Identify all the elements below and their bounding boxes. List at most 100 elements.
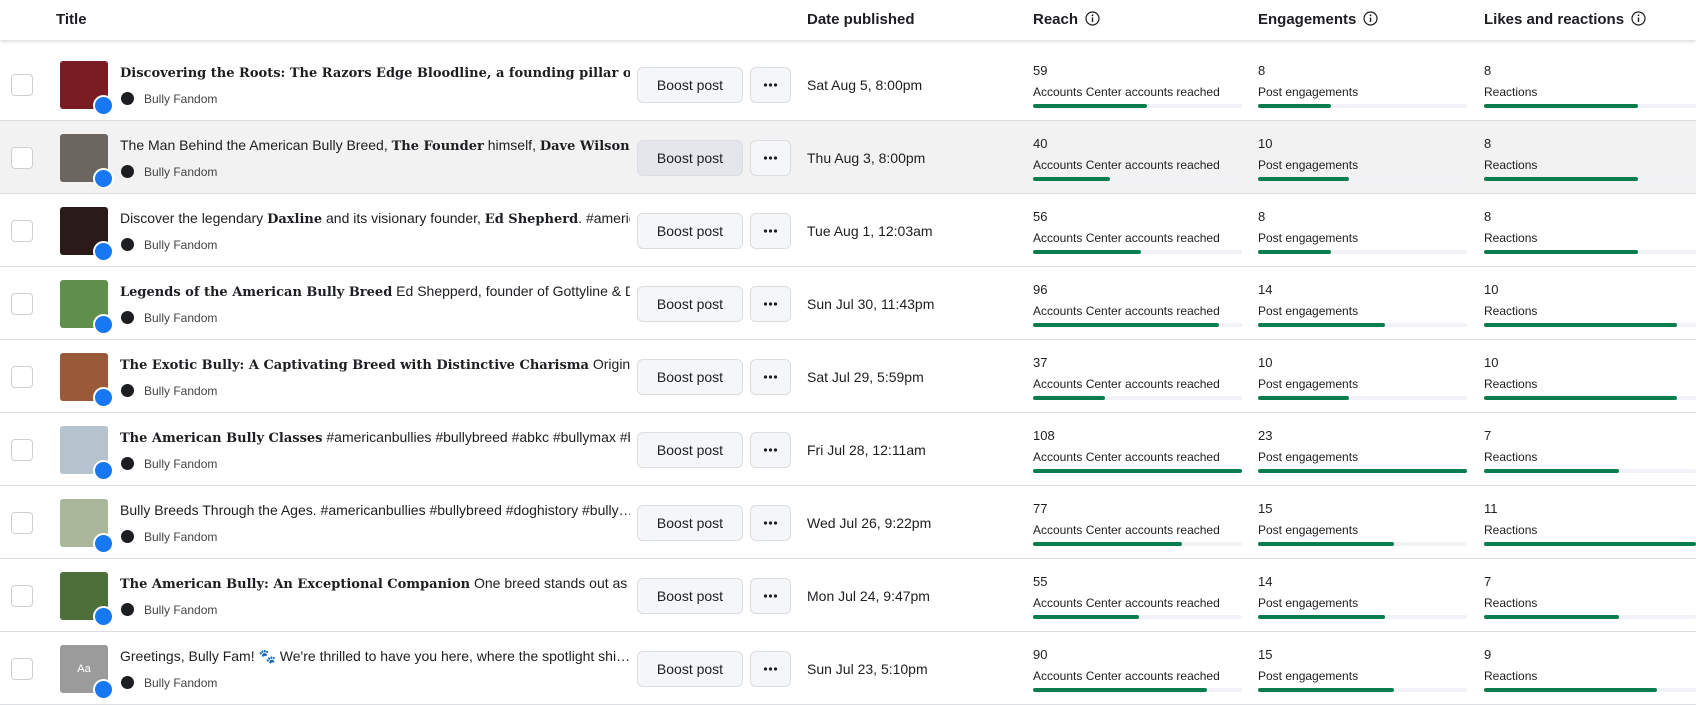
reactions-bar — [1484, 688, 1657, 692]
reactions-label: Reactions — [1484, 158, 1537, 172]
more-icon — [751, 579, 790, 613]
column-header[interactable]: Engagements — [1258, 11, 1378, 28]
reactions-track — [1484, 396, 1696, 400]
reactions-value: 8 — [1484, 136, 1491, 151]
reach-label: Accounts Center accounts reached — [1033, 523, 1220, 537]
engagements-track — [1258, 323, 1467, 327]
more-button[interactable] — [750, 359, 791, 395]
facebook-badge — [93, 387, 114, 408]
boost-post-button[interactable]: Boost post — [637, 286, 743, 322]
column-title: Reach — [1033, 11, 1078, 28]
reactions-track — [1484, 615, 1696, 619]
engagements-track — [1258, 542, 1467, 546]
reactions-value: 7 — [1484, 574, 1491, 589]
post-title[interactable]: Discover the legendary Daxline and its v… — [120, 210, 630, 227]
reactions-label: Reactions — [1484, 377, 1537, 391]
post-title[interactable]: The Exotic Bully: A Captivating Breed wi… — [120, 356, 630, 373]
post-title[interactable]: The American Bully Classes #americanbull… — [120, 429, 630, 446]
engagements-value: 8 — [1258, 209, 1265, 224]
more-icon — [751, 287, 790, 321]
facebook-badge — [93, 314, 114, 335]
boost-post-button[interactable]: Boost post — [637, 359, 743, 395]
page-name: Bully Fandom — [144, 676, 217, 690]
column-title: Date published — [807, 11, 915, 28]
title-segment: The American Bully: An Exceptional Compa… — [120, 577, 470, 592]
checkbox[interactable] — [11, 293, 33, 315]
reactions-track — [1484, 542, 1696, 546]
title-segment: The American Bully Classes — [120, 431, 322, 446]
reactions-value: 10 — [1484, 355, 1498, 370]
boost-post-button[interactable]: Boost post — [637, 67, 743, 103]
engagements-label: Post engagements — [1258, 85, 1358, 99]
post-title[interactable]: Greetings, Bully Fam! 🐾 We're thrilled t… — [120, 648, 630, 665]
post-title[interactable]: The Man Behind the American Bully Breed,… — [120, 137, 630, 154]
reach-bar — [1033, 469, 1242, 473]
table-row: The American Bully: An Exceptional Compa… — [0, 559, 1696, 632]
boost-post-button[interactable]: Boost post — [637, 505, 743, 541]
more-icon — [751, 433, 790, 467]
reach-value: 40 — [1033, 136, 1047, 151]
engagements-value: 8 — [1258, 63, 1265, 78]
date-published: Sun Jul 23, 5:10pm — [807, 661, 928, 677]
column-header[interactable]: Title — [56, 11, 87, 28]
checkbox[interactable] — [11, 74, 33, 96]
info-icon[interactable] — [1631, 11, 1646, 26]
boost-post-button[interactable]: Boost post — [637, 140, 743, 176]
post-title[interactable]: Discovering the Roots: The Razors Edge B… — [120, 64, 630, 81]
checkbox[interactable] — [11, 147, 33, 169]
facebook-badge — [93, 241, 114, 262]
checkbox[interactable] — [11, 439, 33, 461]
boost-post-button[interactable]: Boost post — [637, 651, 743, 687]
date-published: Thu Aug 3, 8:00pm — [807, 150, 925, 166]
more-button[interactable] — [750, 651, 791, 687]
engagements-label: Post engagements — [1258, 523, 1358, 537]
table-row: Discover the legendary Daxline and its v… — [0, 194, 1696, 267]
more-button[interactable] — [750, 505, 791, 541]
column-header[interactable]: Likes and reactions — [1484, 11, 1646, 28]
reach-label: Accounts Center accounts reached — [1033, 158, 1220, 172]
title-segment: One breed stands out as an … — [470, 575, 630, 591]
engagements-value: 10 — [1258, 136, 1272, 151]
engagements-bar — [1258, 688, 1394, 692]
checkbox[interactable] — [11, 512, 33, 534]
more-button[interactable] — [750, 286, 791, 322]
title-segment: Legends of the American Bully Breed — [120, 285, 392, 300]
date-published: Sat Jul 29, 5:59pm — [807, 369, 924, 385]
reach-label: Accounts Center accounts reached — [1033, 304, 1220, 318]
more-button[interactable] — [750, 578, 791, 614]
column-header[interactable]: Date published — [807, 11, 915, 28]
info-icon[interactable] — [1363, 11, 1378, 26]
reactions-track — [1484, 104, 1696, 108]
checkbox[interactable] — [11, 220, 33, 242]
boost-post-button[interactable]: Boost post — [637, 578, 743, 614]
engagements-value: 15 — [1258, 647, 1272, 662]
column-header[interactable]: Reach — [1033, 11, 1100, 28]
post-title[interactable]: The American Bully: An Exceptional Compa… — [120, 575, 630, 592]
reactions-value: 11 — [1484, 501, 1498, 516]
checkbox[interactable] — [11, 658, 33, 680]
reach-value: 55 — [1033, 574, 1047, 589]
reach-value: 56 — [1033, 209, 1047, 224]
engagements-value: 14 — [1258, 282, 1272, 297]
table-row: The American Bully Classes #americanbull… — [0, 413, 1696, 486]
reactions-bar — [1484, 104, 1638, 108]
checkbox[interactable] — [11, 366, 33, 388]
more-button[interactable] — [750, 140, 791, 176]
page-name: Bully Fandom — [144, 165, 217, 179]
boost-post-button[interactable]: Boost post — [637, 213, 743, 249]
more-button[interactable] — [750, 213, 791, 249]
more-button[interactable] — [750, 432, 791, 468]
reach-value: 90 — [1033, 647, 1047, 662]
page-name: Bully Fandom — [144, 384, 217, 398]
checkbox[interactable] — [11, 585, 33, 607]
boost-post-button[interactable]: Boost post — [637, 432, 743, 468]
more-button[interactable] — [750, 67, 791, 103]
engagements-track — [1258, 177, 1467, 181]
post-title[interactable]: Bully Breeds Through the Ages. #american… — [120, 502, 630, 518]
post-title[interactable]: Legends of the American Bully Breed Ed S… — [120, 283, 630, 300]
reach-bar — [1033, 542, 1182, 546]
title-segment: Discover the legendary — [120, 210, 267, 226]
page-name: Bully Fandom — [144, 238, 217, 252]
info-icon[interactable] — [1085, 11, 1100, 26]
